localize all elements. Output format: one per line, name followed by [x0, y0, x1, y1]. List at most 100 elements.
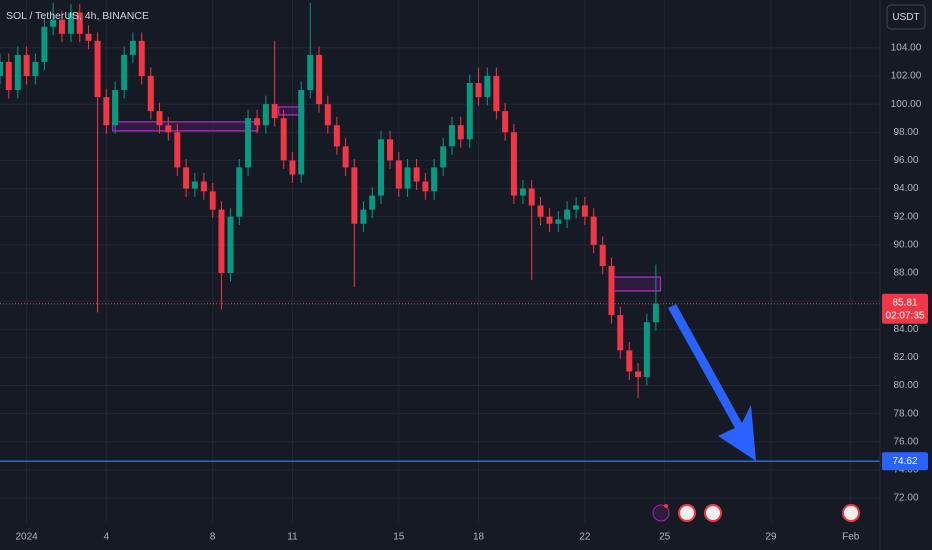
candle-body	[448, 125, 455, 147]
candle-body	[528, 188, 535, 206]
candle-body	[174, 132, 181, 168]
candle-body	[333, 125, 340, 147]
candle-body	[555, 219, 562, 224]
countdown-label: 02:07:35	[886, 310, 925, 321]
event-icons	[652, 504, 860, 522]
candle-body	[537, 205, 544, 217]
x-tick-label: 4	[104, 532, 110, 543]
candle-body	[307, 54, 314, 91]
candle-body	[342, 146, 349, 168]
candle-body	[254, 118, 261, 126]
candle-body	[156, 111, 163, 126]
candle-body	[617, 315, 624, 351]
candle-body	[138, 40, 145, 76]
candle-body	[5, 61, 12, 91]
candle-body	[413, 167, 420, 182]
candle-body	[23, 54, 30, 76]
candle-body	[643, 322, 650, 378]
axes: 72.0074.0076.0078.0080.0082.0084.0086.00…	[15, 0, 928, 550]
marks	[0, 2, 880, 462]
candle-body	[58, 19, 65, 34]
price-zone	[111, 121, 259, 132]
candle-body	[510, 132, 517, 196]
event-icon[interactable]	[678, 504, 696, 522]
candle-body	[493, 75, 500, 112]
y-tick-label: 76.00	[893, 436, 918, 447]
candle-body	[404, 167, 411, 189]
candle-body	[502, 111, 509, 133]
y-tick-label: 78.00	[893, 408, 918, 419]
event-icon[interactable]	[652, 504, 670, 522]
x-tick-label: 25	[659, 532, 671, 543]
candle-body	[14, 54, 21, 91]
x-tick-label: 8	[210, 532, 216, 543]
candle-body	[387, 139, 394, 161]
y-tick-label: 90.00	[893, 239, 918, 250]
candle-body	[422, 181, 429, 192]
candle-body	[271, 104, 278, 119]
candle-body	[0, 61, 3, 76]
candle-body	[147, 75, 154, 112]
x-tick-label: Feb	[842, 532, 860, 543]
y-tick-label: 84.00	[893, 324, 918, 335]
candle-body	[121, 54, 128, 91]
event-icon[interactable]	[842, 504, 860, 522]
candle-body	[377, 139, 384, 196]
candle-body	[573, 205, 580, 210]
candle-body	[112, 90, 119, 126]
event-dot	[664, 504, 668, 508]
candle-body	[262, 104, 269, 126]
candle-body	[351, 167, 358, 224]
candle-body	[484, 75, 491, 98]
candle-body	[94, 40, 101, 98]
currency-button[interactable]	[886, 4, 926, 30]
candle-body	[183, 167, 190, 189]
candle-body	[546, 216, 553, 224]
candle-body	[50, 19, 57, 27]
last-price-box	[882, 293, 928, 324]
candle-body	[369, 195, 376, 210]
y-tick-label: 96.00	[893, 155, 918, 166]
y-tick-label: 94.00	[893, 183, 918, 194]
last-price-label: 85.81	[892, 297, 917, 308]
candle-body	[298, 90, 305, 175]
event-icon[interactable]	[704, 504, 722, 522]
candle-body	[76, 12, 83, 34]
candle-body	[32, 61, 39, 76]
candle-body	[635, 371, 642, 378]
x-tick-label: 11	[287, 532, 298, 543]
candle-body	[395, 160, 402, 189]
candle-body	[475, 83, 482, 98]
candle-body	[191, 181, 198, 189]
candle-body	[165, 125, 172, 133]
y-tick-label: 104.00	[891, 42, 922, 53]
candle-body	[245, 118, 252, 168]
x-tick-label: 29	[765, 532, 777, 543]
y-tick-label: 98.00	[893, 127, 918, 138]
candle-body	[590, 216, 597, 245]
candle-body	[581, 205, 588, 217]
price-zone	[610, 276, 662, 292]
target-price-box	[882, 452, 928, 471]
y-tick-label: 100.00	[891, 99, 922, 110]
candle-body	[324, 104, 331, 126]
candle-body	[200, 181, 207, 192]
arrow-annotation	[668, 304, 756, 461]
x-tick-label: 22	[579, 532, 591, 543]
y-tick-label: 92.00	[893, 211, 918, 222]
candle-body	[519, 188, 526, 196]
candle-body	[218, 209, 225, 273]
currency-label[interactable]: USDT	[892, 12, 919, 23]
candle-body	[626, 350, 633, 372]
y-tick-label: 88.00	[893, 268, 918, 279]
symbol-title: SOL / TetherUS, 4h, BINANCE	[6, 10, 149, 22]
x-tick-label: 15	[393, 532, 405, 543]
candle-body	[457, 125, 464, 140]
candle-body	[652, 303, 659, 323]
candle-body	[129, 40, 136, 55]
candle-body	[360, 209, 367, 224]
candle-body	[209, 191, 216, 210]
candle-body	[466, 83, 473, 140]
candle-body	[608, 265, 615, 316]
